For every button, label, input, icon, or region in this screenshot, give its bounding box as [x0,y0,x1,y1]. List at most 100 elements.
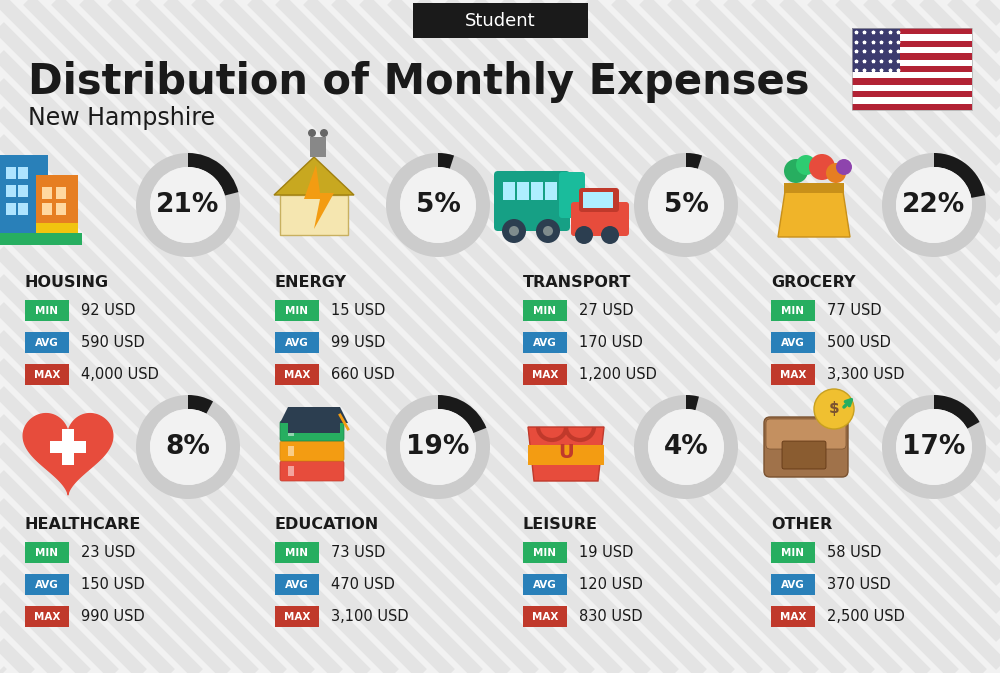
FancyBboxPatch shape [275,574,319,595]
FancyBboxPatch shape [523,364,567,385]
FancyBboxPatch shape [517,182,529,200]
Text: OTHER: OTHER [771,517,832,532]
Circle shape [796,155,816,175]
Text: MAX: MAX [532,369,558,380]
Circle shape [896,409,972,485]
Circle shape [826,163,846,183]
Text: 3,100 USD: 3,100 USD [331,609,409,624]
FancyBboxPatch shape [25,606,69,627]
Text: MIN: MIN [286,548,308,557]
FancyBboxPatch shape [523,606,567,627]
FancyBboxPatch shape [523,332,567,353]
FancyBboxPatch shape [523,300,567,321]
FancyBboxPatch shape [503,182,515,200]
FancyBboxPatch shape [771,332,815,353]
Wedge shape [188,395,213,414]
FancyBboxPatch shape [852,53,972,59]
Circle shape [400,167,476,243]
Wedge shape [634,395,738,499]
Circle shape [809,154,835,180]
FancyBboxPatch shape [523,574,567,595]
Text: TRANSPORT: TRANSPORT [523,275,631,290]
Wedge shape [634,153,738,257]
FancyBboxPatch shape [771,364,815,385]
Text: AVG: AVG [533,337,557,347]
Text: 77 USD: 77 USD [827,303,882,318]
FancyBboxPatch shape [56,203,66,215]
Circle shape [308,129,316,137]
Text: MIN: MIN [534,548,556,557]
Text: MIN: MIN [36,548,58,557]
FancyBboxPatch shape [280,441,344,461]
FancyBboxPatch shape [18,167,28,179]
FancyBboxPatch shape [784,183,844,193]
Text: MAX: MAX [780,369,806,380]
Text: 4,000 USD: 4,000 USD [81,367,159,382]
FancyBboxPatch shape [275,606,319,627]
FancyBboxPatch shape [852,72,972,79]
Text: 99 USD: 99 USD [331,335,385,350]
Circle shape [648,167,724,243]
Text: 170 USD: 170 USD [579,335,643,350]
Circle shape [536,219,560,243]
FancyBboxPatch shape [18,185,28,197]
Text: 58 USD: 58 USD [827,545,881,560]
FancyBboxPatch shape [62,429,74,465]
Text: 150 USD: 150 USD [81,577,145,592]
Text: HEALTHCARE: HEALTHCARE [25,517,141,532]
FancyBboxPatch shape [25,542,69,563]
Wedge shape [686,153,702,169]
Wedge shape [188,153,238,196]
FancyBboxPatch shape [583,192,613,208]
Text: MAX: MAX [34,369,60,380]
FancyBboxPatch shape [766,419,846,449]
Circle shape [601,226,619,244]
Text: MIN: MIN [286,306,308,316]
Text: 19%: 19% [406,434,470,460]
FancyBboxPatch shape [852,40,972,47]
Text: 21%: 21% [156,192,220,218]
FancyBboxPatch shape [6,167,16,179]
FancyBboxPatch shape [852,85,972,91]
Text: 5%: 5% [416,192,460,218]
Text: 27 USD: 27 USD [579,303,634,318]
FancyBboxPatch shape [275,364,319,385]
FancyBboxPatch shape [280,421,344,441]
Wedge shape [438,153,454,169]
Text: 1,200 USD: 1,200 USD [579,367,657,382]
FancyBboxPatch shape [852,66,972,72]
FancyBboxPatch shape [6,185,16,197]
FancyBboxPatch shape [523,542,567,563]
Text: 22%: 22% [902,192,966,218]
FancyBboxPatch shape [25,300,69,321]
Wedge shape [686,395,699,411]
Text: 2,500 USD: 2,500 USD [827,609,905,624]
FancyBboxPatch shape [0,233,82,245]
Text: Distribution of Monthly Expenses: Distribution of Monthly Expenses [28,61,810,103]
FancyBboxPatch shape [288,423,340,433]
Polygon shape [778,185,850,237]
FancyBboxPatch shape [771,542,815,563]
Text: MAX: MAX [284,369,310,380]
Text: 120 USD: 120 USD [579,577,643,592]
Text: GROCERY: GROCERY [771,275,856,290]
FancyBboxPatch shape [36,175,78,235]
Text: 990 USD: 990 USD [81,609,145,624]
FancyBboxPatch shape [42,203,52,215]
FancyBboxPatch shape [6,203,16,215]
Text: 17%: 17% [902,434,966,460]
Text: MIN: MIN [782,548,804,557]
Text: 19 USD: 19 USD [579,545,633,560]
Text: MIN: MIN [782,306,804,316]
FancyBboxPatch shape [528,445,604,465]
FancyBboxPatch shape [494,171,570,231]
Text: AVG: AVG [35,579,59,590]
FancyBboxPatch shape [275,542,319,563]
FancyBboxPatch shape [25,364,69,385]
Polygon shape [280,195,348,235]
Circle shape [896,167,972,243]
Text: 23 USD: 23 USD [81,545,135,560]
Text: 660 USD: 660 USD [331,367,395,382]
Circle shape [648,409,724,485]
Text: AVG: AVG [35,337,59,347]
